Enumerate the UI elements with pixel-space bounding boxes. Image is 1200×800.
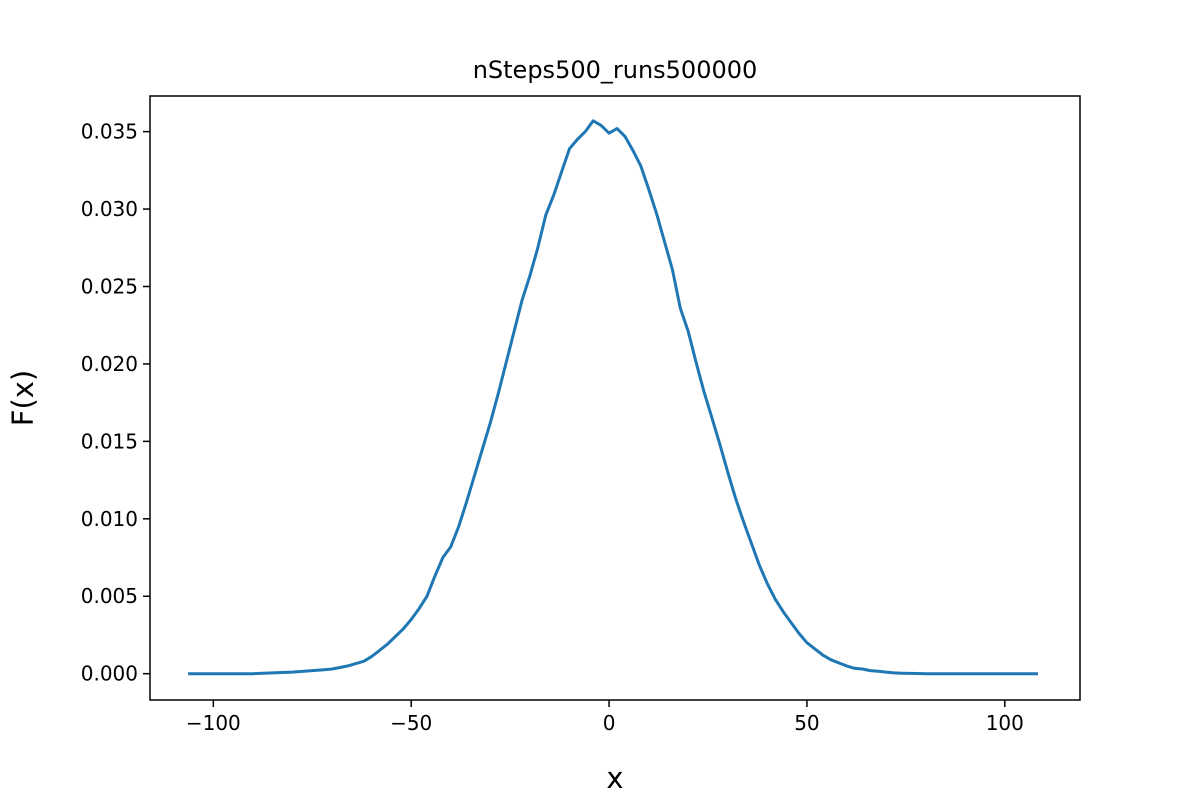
y-tick-label: 0.005 (81, 584, 138, 608)
y-tick-label: 0.035 (81, 120, 138, 144)
x-tick-label: −100 (186, 711, 241, 735)
x-axis: −100 −50 0 50 100 (186, 700, 1024, 735)
y-tick-label: 0.000 (81, 662, 138, 686)
y-axis-label: F(x) (6, 370, 40, 426)
chart-title: nSteps500_runs500000 (473, 56, 758, 84)
y-tick-label: 0.030 (81, 197, 138, 221)
y-tick-label: 0.025 (81, 274, 138, 298)
series-line (188, 119, 1038, 676)
plot-area: −100 −50 0 50 100 0.0000.0050.0100.0150.0200… (81, 95, 1081, 735)
y-tick-label: 0.015 (81, 429, 138, 453)
plot-frame (149, 95, 1081, 701)
x-tick-label: 50 (794, 711, 819, 735)
x-tick-label: 0 (603, 711, 616, 735)
y-tick-label: 0.010 (81, 507, 138, 531)
x-tick-label: −50 (390, 711, 432, 735)
y-tick-label: 0.020 (81, 352, 138, 376)
y-axis: 0.000 0.005 0.010 0.015 0.020 0.025 0.030 0.035 (81, 120, 150, 686)
series-group (188, 119, 1038, 676)
x-axis-label: x (606, 761, 623, 795)
x-tick-label: 100 (986, 711, 1024, 735)
